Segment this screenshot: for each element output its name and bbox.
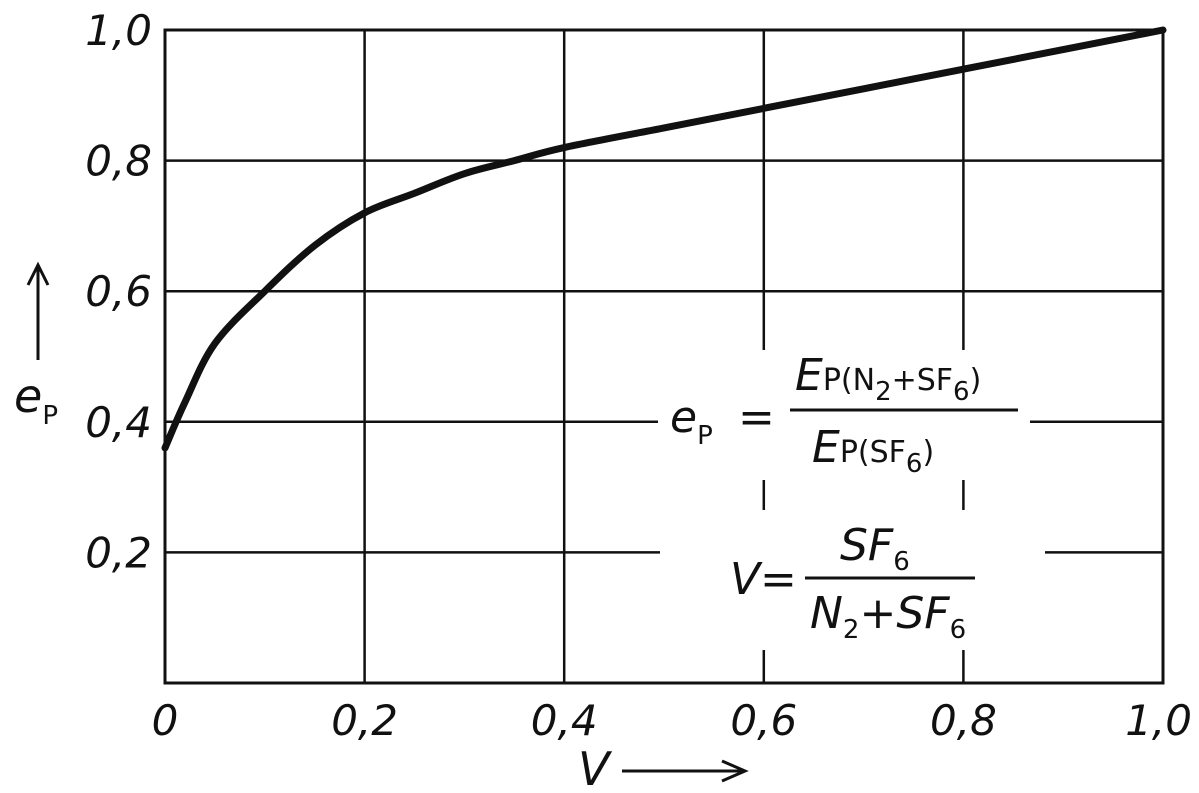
y-axis-label: eP	[14, 369, 58, 431]
y-axis-label-sub: P	[42, 401, 58, 431]
ep-formula: eP = EP(N2+SF6) EP(SF6)	[658, 350, 1030, 480]
x-tick-label: 0,4	[531, 696, 598, 745]
ep-formula-numerator: EP(N2+SF6)	[795, 350, 981, 407]
ep-formula-lhs: eP	[670, 392, 713, 451]
ep-formula-denominator: EP(SF6)	[812, 422, 934, 479]
x-tick-label: 1,0	[1125, 696, 1192, 745]
data-line	[161, 26, 1167, 452]
v-formula-equals: =	[760, 554, 797, 605]
y-tick-label: 0,4	[85, 398, 152, 447]
ep-formula-background	[658, 350, 1030, 480]
v-formula-numerator: SF6	[840, 520, 910, 577]
y-tick-label: 0,2	[85, 528, 152, 577]
x-axis-arrow-head	[721, 759, 749, 783]
v-formula-background	[660, 510, 1045, 650]
y-tick-label: 0,8	[85, 137, 152, 186]
y-tick-labels: 0,2 0,4 0,6 0,8 1,0	[85, 6, 152, 577]
x-axis-label-group: V	[578, 742, 749, 793]
v-formula-denominator: N2+SF6	[810, 588, 966, 645]
ep-formula-equals: =	[738, 392, 775, 443]
x-tick-label: 0,8	[930, 696, 997, 745]
y-axis-arrow-head	[26, 261, 50, 286]
y-axis-label-main: e	[14, 369, 42, 423]
x-axis-label: V	[578, 742, 613, 793]
y-tick-label: 1,0	[85, 6, 152, 55]
v-formula: V = SF6 N2+SF6	[660, 510, 1045, 650]
x-tick-label: 0,6	[730, 696, 797, 745]
v-formula-lhs: V	[730, 554, 763, 605]
x-tick-label: 0,2	[331, 696, 398, 745]
x-tick-label: 0	[152, 696, 179, 745]
y-axis-label-group: eP	[14, 261, 58, 431]
plot-frame	[163, 28, 1165, 685]
y-tick-label: 0,6	[85, 267, 152, 316]
x-tick-labels: 0 0,2 0,4 0,6 0,8 1,0	[152, 696, 1192, 745]
